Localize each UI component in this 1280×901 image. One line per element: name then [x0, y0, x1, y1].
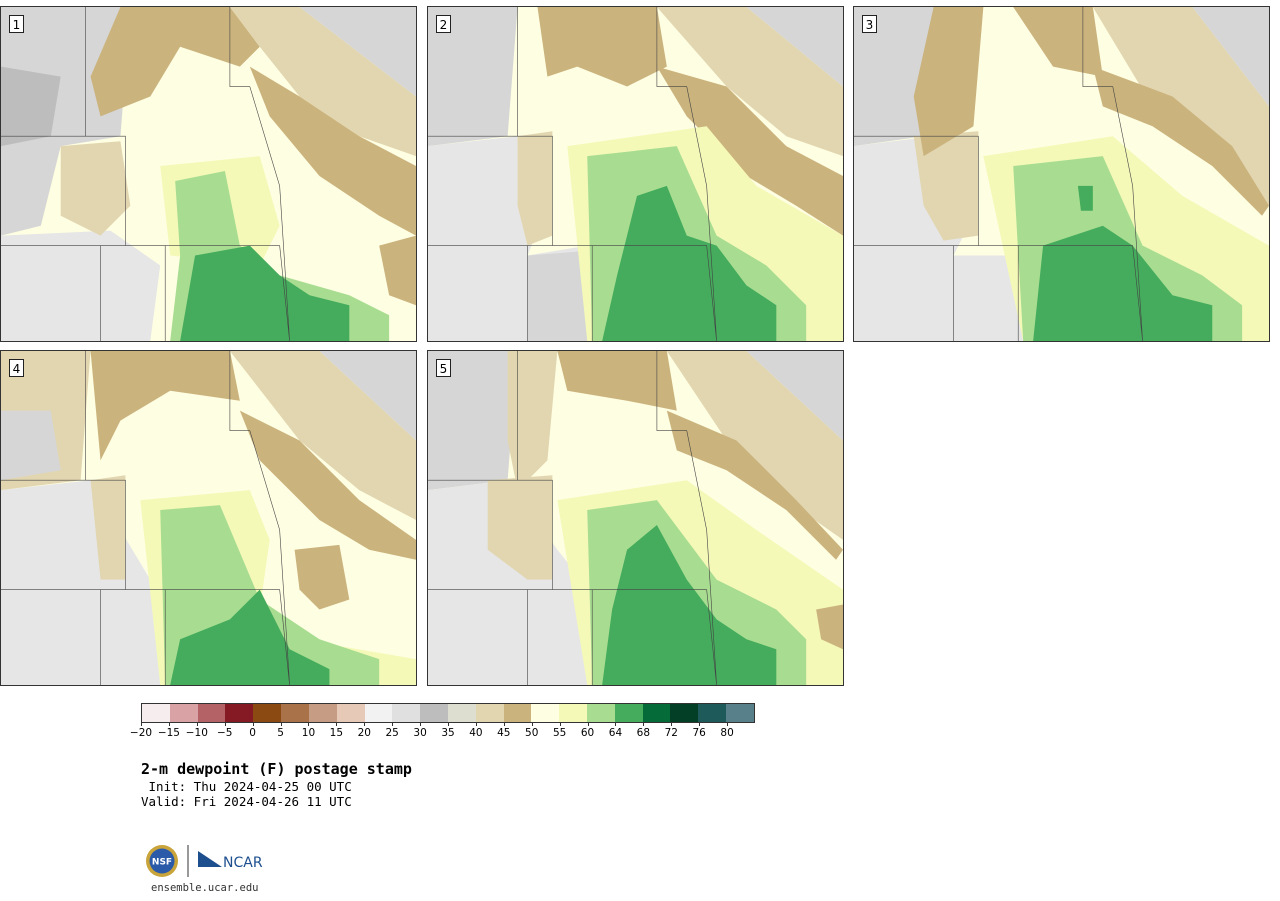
colorbar-tick-label: 20 [344, 723, 384, 739]
colorbar-swatch [559, 704, 587, 722]
colorbar-ticks: −20 −15 −10 −5 0 5 10 15 20 25 30 35 40 45 50 55 60 64 68 7… [130, 723, 755, 743]
colorbar-tick-label: 80 [707, 723, 747, 739]
colorbar-swatch [587, 704, 615, 722]
dewpoint-map [1, 7, 416, 341]
colorbar-swatch [225, 704, 254, 722]
logos: NSF NCAR [144, 843, 274, 879]
colorbar-tick-label: 68 [623, 723, 663, 739]
chart-title: 2-m dewpoint (F) postage stamp [141, 760, 412, 778]
colorbar-tick-label: 10 [288, 723, 328, 739]
colorbar-tick-label: 60 [568, 723, 608, 739]
panel-number: 4 [9, 359, 24, 377]
colorbar-swatch [447, 704, 476, 722]
colorbar-tick-label: 25 [372, 723, 412, 739]
map-panel-2: 2 [427, 6, 844, 342]
dewpoint-map [854, 7, 1269, 341]
colorbar-swatch [475, 704, 504, 722]
colorbar-swatch [281, 704, 309, 722]
colorbar-tick-label: 72 [651, 723, 691, 739]
colorbar-tick-label: 55 [540, 723, 580, 739]
panel-number: 3 [862, 15, 877, 33]
colorbar-swatch [392, 704, 421, 722]
valid-time: Valid: Fri 2024-04-26 11 UTC [141, 794, 352, 809]
colorbar [141, 703, 755, 723]
colorbar-tick-label: 64 [595, 723, 635, 739]
colorbar-tick-label: 5 [261, 723, 301, 739]
colorbar-tick-label: −20 [121, 723, 161, 739]
colorbar-tick-label: −5 [205, 723, 245, 739]
colorbar-swatch [364, 704, 393, 722]
site-url: ensemble.ucar.edu [151, 882, 259, 894]
panel-number: 1 [9, 15, 24, 33]
colorbar-tick-label: 35 [428, 723, 468, 739]
colorbar-swatch [531, 704, 560, 722]
colorbar-tick-label: 76 [679, 723, 719, 739]
dewpoint-map [1, 351, 416, 685]
colorbar-swatch [142, 704, 170, 722]
map-panel-3: 3 [853, 6, 1270, 342]
colorbar-swatch [726, 704, 754, 722]
colorbar-tick-label: 45 [484, 723, 524, 739]
colorbar-swatch [503, 704, 532, 722]
colorbar-swatch [308, 704, 337, 722]
map-panel-1: 1 [0, 6, 417, 342]
nsf-ncar-logo: NSF NCAR [146, 845, 263, 877]
colorbar-tick-label: 40 [456, 723, 496, 739]
map-panel-4: 4 [0, 350, 417, 686]
colorbar-swatch [197, 704, 226, 722]
colorbar-tick-label: −10 [177, 723, 217, 739]
colorbar-swatch [614, 704, 643, 722]
colorbar-tick-label: 0 [233, 723, 273, 739]
ncar-logo-icon: NCAR [198, 851, 263, 871]
ncar-logo-text: NCAR [223, 855, 263, 871]
dewpoint-map [428, 7, 843, 341]
colorbar-tick-label: −15 [149, 723, 189, 739]
colorbar-tick-label: 30 [400, 723, 440, 739]
colorbar-swatch [169, 704, 198, 722]
dewpoint-map [428, 351, 843, 685]
nsf-logo-icon: NSF [146, 845, 178, 877]
colorbar-swatch [253, 704, 282, 722]
colorbar-swatch [336, 704, 365, 722]
colorbar-swatch [670, 704, 699, 722]
panel-number: 5 [436, 359, 451, 377]
colorbar-tick-label: 50 [512, 723, 552, 739]
map-panel-5: 5 [427, 350, 844, 686]
colorbar-swatch [420, 704, 448, 722]
colorbar-swatch [698, 704, 727, 722]
panel-number: 2 [436, 15, 451, 33]
nsf-logo-text: NSF [152, 858, 172, 868]
init-time: Init: Thu 2024-04-25 00 UTC [141, 779, 352, 794]
colorbar-tick-label: 15 [316, 723, 356, 739]
colorbar-swatch [642, 704, 671, 722]
